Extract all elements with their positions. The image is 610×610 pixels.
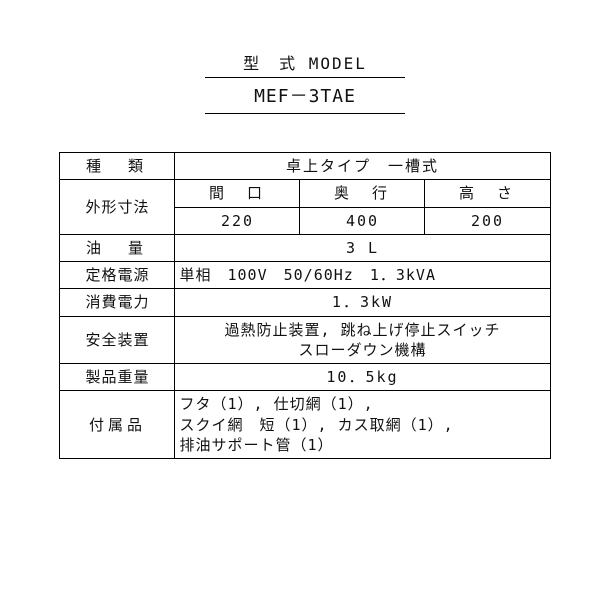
table-row: 安全装置 過熱防止装置, 跳ね上げ停止スイッチ スローダウン機構: [60, 316, 550, 364]
acc-line2: スクイ網 短（1）, カス取網（1）,: [179, 416, 453, 434]
label-oil: 油 量: [60, 234, 175, 261]
table-row: 消費電力 1．3kW: [60, 289, 550, 316]
table-row: 付属品 フタ（1）, 仕切網（1）, スクイ網 短（1）, カス取網（1）, 排…: [60, 391, 550, 459]
dim-value-width: 220: [175, 207, 300, 234]
value-weight: 10．5kg: [175, 364, 550, 391]
value-type: 卓上タイプ 一槽式: [175, 153, 550, 180]
dim-header-width: 間 口: [175, 180, 300, 207]
dim-value-depth: 400: [300, 207, 425, 234]
table-row: 油 量 3 L: [60, 234, 550, 261]
label-dimensions: 外形寸法: [60, 180, 175, 235]
table-row: 製品重量 10．5kg: [60, 364, 550, 391]
model-header: 型 式 MODEL MEF－3TAE: [205, 48, 405, 114]
model-title-label: 型 式 MODEL: [205, 48, 405, 78]
label-consumption: 消費電力: [60, 289, 175, 316]
safety-line1: 過熱防止装置, 跳ね上げ停止スイッチ: [224, 321, 500, 339]
label-safety: 安全装置: [60, 316, 175, 364]
acc-line1: フタ（1）, 仕切網（1）,: [179, 395, 373, 413]
model-number: MEF－3TAE: [205, 78, 405, 114]
label-weight: 製品重量: [60, 364, 175, 391]
value-safety: 過熱防止装置, 跳ね上げ停止スイッチ スローダウン機構: [175, 316, 550, 364]
dim-header-height: 高 さ: [425, 180, 550, 207]
label-accessories: 付属品: [60, 391, 175, 459]
acc-line3: 排油サポート管（1）: [179, 436, 333, 454]
value-accessories: フタ（1）, 仕切網（1）, スクイ網 短（1）, カス取網（1）, 排油サポー…: [175, 391, 550, 459]
safety-line2: スローダウン機構: [298, 341, 426, 359]
table-row: 定格電源 単相 100V 50/60Hz 1．3kVA: [60, 262, 550, 289]
dim-header-depth: 奥 行: [300, 180, 425, 207]
dim-value-height: 200: [425, 207, 550, 234]
value-power: 単相 100V 50/60Hz 1．3kVA: [175, 262, 550, 289]
label-type: 種 類: [60, 153, 175, 180]
table-row: 種 類 卓上タイプ 一槽式: [60, 153, 550, 180]
spec-table: 種 類 卓上タイプ 一槽式 外形寸法 間 口 奥 行 高 さ 220 400 2…: [59, 152, 550, 459]
table-row: 外形寸法 間 口 奥 行 高 さ: [60, 180, 550, 207]
value-consumption: 1．3kW: [175, 289, 550, 316]
label-power: 定格電源: [60, 262, 175, 289]
value-oil: 3 L: [175, 234, 550, 261]
